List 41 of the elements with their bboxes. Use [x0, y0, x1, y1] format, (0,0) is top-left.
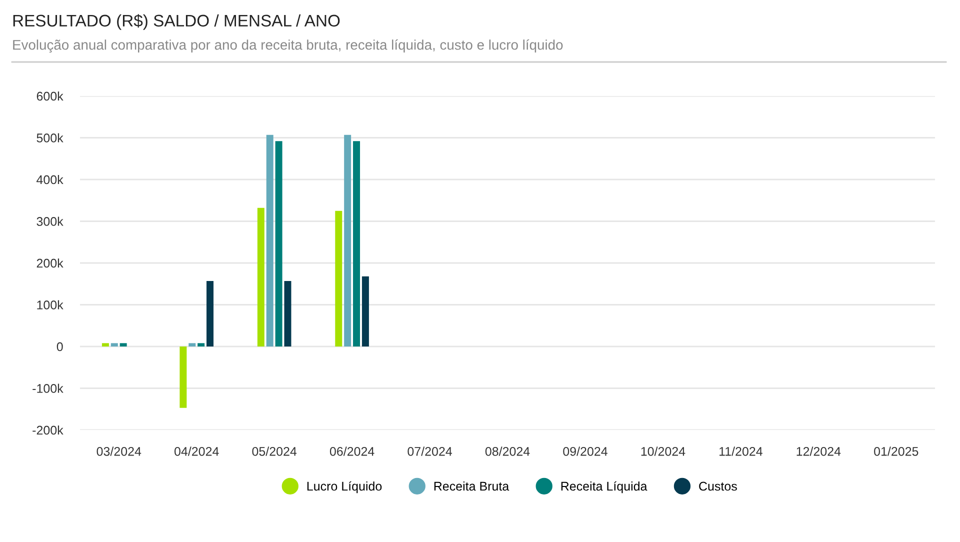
bar [180, 346, 187, 408]
chart-title: RESULTADO (R$) SALDO / MENSAL / ANO [13, 14, 340, 30]
y-tick-label: 100k [37, 300, 64, 310]
x-tick-label: 11/2024 [720, 446, 762, 456]
bar [198, 343, 205, 346]
bar [110, 343, 118, 346]
y-tick-label: 300k [36, 216, 64, 226]
x-tick-label: 01/2025 [874, 446, 918, 456]
x-tick-label: 03/2024 [96, 446, 142, 456]
x-tick-label: 04/2024 [174, 446, 219, 456]
bar [266, 134, 274, 346]
x-tick-label: 12/2024 [796, 446, 841, 456]
legend-label: Custos [699, 482, 737, 491]
bar [362, 276, 369, 346]
x-tick-label: 06/2024 [330, 446, 374, 456]
bar [206, 280, 214, 346]
y-tick-label: 500k [36, 133, 64, 142]
chart-subtitle: Evolução anual comparativa por ano da receita bruta, receita líquida, custo e lucro líquido [13, 39, 563, 53]
y-tick-label: 400k [36, 174, 64, 184]
y-tick-label: 600k [36, 91, 64, 101]
x-tick-label: 05/2024 [252, 446, 297, 456]
x-tick-label: 09/2024 [563, 446, 608, 456]
y-tick-label: 0 [56, 342, 63, 352]
legend-label: Lucro Líquido [307, 481, 382, 494]
bar [353, 141, 360, 346]
bar [284, 280, 292, 346]
legend-label: Receita Bruta [434, 481, 510, 491]
bar [102, 343, 109, 346]
bar [344, 134, 352, 346]
y-tick-label: -200k [32, 425, 64, 435]
bar [188, 343, 196, 346]
y-tick-label: 200k [36, 258, 64, 268]
x-tick-label: 10/2024 [641, 446, 686, 456]
bar [257, 208, 264, 346]
x-tick-label: 07/2024 [408, 446, 452, 456]
y-tick-label: -100k [32, 384, 64, 393]
x-tick-label: 08/2024 [485, 446, 530, 456]
legend-label: Receita Líquida [561, 481, 648, 494]
bar [335, 210, 342, 346]
bar [120, 343, 127, 346]
bar [275, 141, 282, 346]
